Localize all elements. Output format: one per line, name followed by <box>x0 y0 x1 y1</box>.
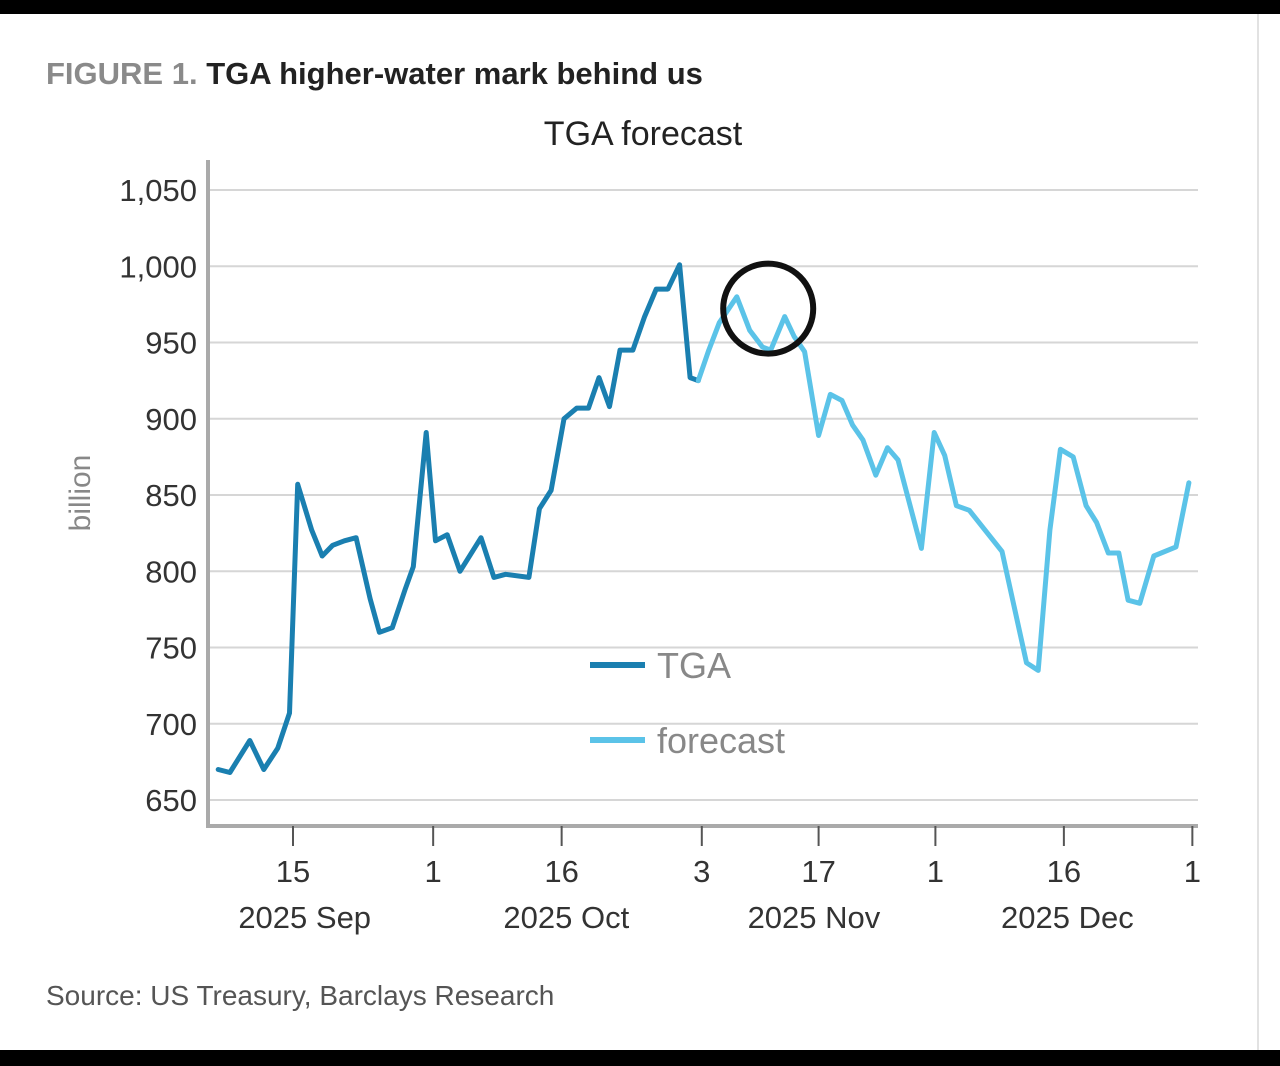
y-tick-label: 700 <box>145 707 197 742</box>
series-line-forecast <box>695 294 1192 673</box>
y-tick-label: 900 <box>145 402 197 437</box>
x-month-label: 2025 Oct <box>503 900 629 935</box>
series-line-TGA <box>215 262 701 775</box>
chart-title: TGA forecast <box>544 115 743 153</box>
highlight-circle <box>720 260 817 357</box>
figure-label: FIGURE 1. <box>46 56 198 91</box>
y-tick-label: 800 <box>145 554 197 589</box>
legend-label-forecast: forecast <box>657 720 785 761</box>
source-note: Source: US Treasury, Barclays Research <box>46 980 555 1011</box>
y-tick-label: 950 <box>145 326 197 361</box>
x-tick-label: 17 <box>801 854 835 889</box>
y-tick-label: 650 <box>145 783 197 818</box>
x-tick-label: 16 <box>544 854 578 889</box>
y-tick-label: 1,050 <box>119 173 197 208</box>
y-tick-label: 1,000 <box>119 249 197 284</box>
y-tick-label: 750 <box>145 631 197 666</box>
figure-title-text: TGA higher-water mark behind us <box>206 56 703 91</box>
x-tick-label: 3 <box>693 854 710 889</box>
x-tick-label: 1 <box>927 854 944 889</box>
figure-title: FIGURE 1. TGA higher-water mark behind u… <box>46 56 703 92</box>
y-tick-label: 850 <box>145 478 197 513</box>
x-month-label: 2025 Dec <box>1001 900 1134 935</box>
x-tick-label: 16 <box>1047 854 1081 889</box>
page-edge <box>1257 14 1259 1050</box>
legend-label-TGA: TGA <box>657 645 731 686</box>
y-axis-label: billion <box>64 455 97 532</box>
x-tick-label: 1 <box>1184 854 1201 889</box>
x-tick-label: 1 <box>425 854 442 889</box>
x-month-label: 2025 Sep <box>238 900 371 935</box>
x-tick-label: 15 <box>276 854 310 889</box>
x-month-label: 2025 Nov <box>748 900 881 935</box>
bottom-black-bar <box>0 1050 1280 1066</box>
top-black-bar <box>0 0 1280 14</box>
